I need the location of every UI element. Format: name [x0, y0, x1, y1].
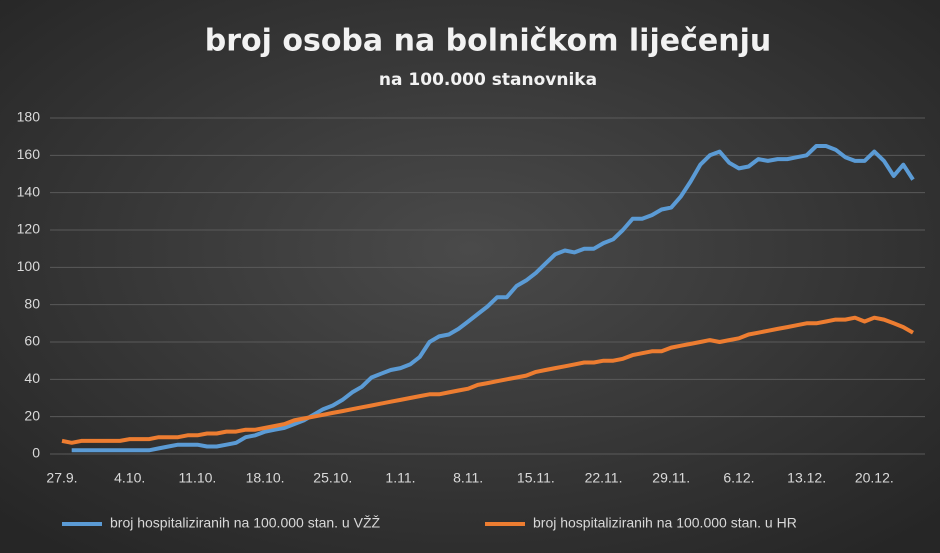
x-tick-label: 20.12.	[855, 470, 894, 486]
y-tick-label: 140	[17, 183, 41, 199]
y-tick-label: 120	[17, 221, 41, 237]
x-tick-label: 15.11.	[517, 470, 555, 486]
x-tick-label: 25.10.	[313, 470, 352, 486]
legend-label: broj hospitaliziranih na 100.000 stan. u…	[533, 515, 797, 531]
x-tick-label: 13.12.	[787, 470, 826, 486]
chart-subtitle: na 100.000 stanovnika	[379, 70, 597, 90]
y-tick-label: 160	[17, 146, 41, 162]
y-tick-label: 20	[24, 407, 40, 423]
y-tick-label: 40	[24, 370, 40, 386]
x-tick-label: 6.12.	[723, 470, 754, 486]
y-tick-label: 100	[17, 258, 41, 274]
x-tick-label: 29.11.	[652, 470, 690, 486]
y-tick-label: 60	[24, 333, 40, 349]
y-tick-label: 180	[17, 109, 41, 125]
x-tick-label: 22.11.	[585, 470, 623, 486]
y-tick-label: 0	[32, 445, 40, 461]
y-tick-label: 80	[24, 295, 40, 311]
x-tick-label: 18.10.	[246, 470, 285, 486]
x-tick-label: 27.9.	[46, 470, 77, 486]
legend-label: broj hospitaliziranih na 100.000 stan. u…	[110, 515, 380, 531]
series-line	[71, 144, 915, 453]
x-tick-label: 11.10.	[178, 470, 216, 486]
series-line	[61, 315, 914, 445]
x-tick-label: 4.10.	[114, 470, 145, 486]
x-tick-label: 1.11.	[385, 470, 415, 486]
x-tick-label: 8.11.	[453, 470, 483, 486]
chart-title: broj osoba na bolničkom liječenju	[205, 24, 771, 59]
